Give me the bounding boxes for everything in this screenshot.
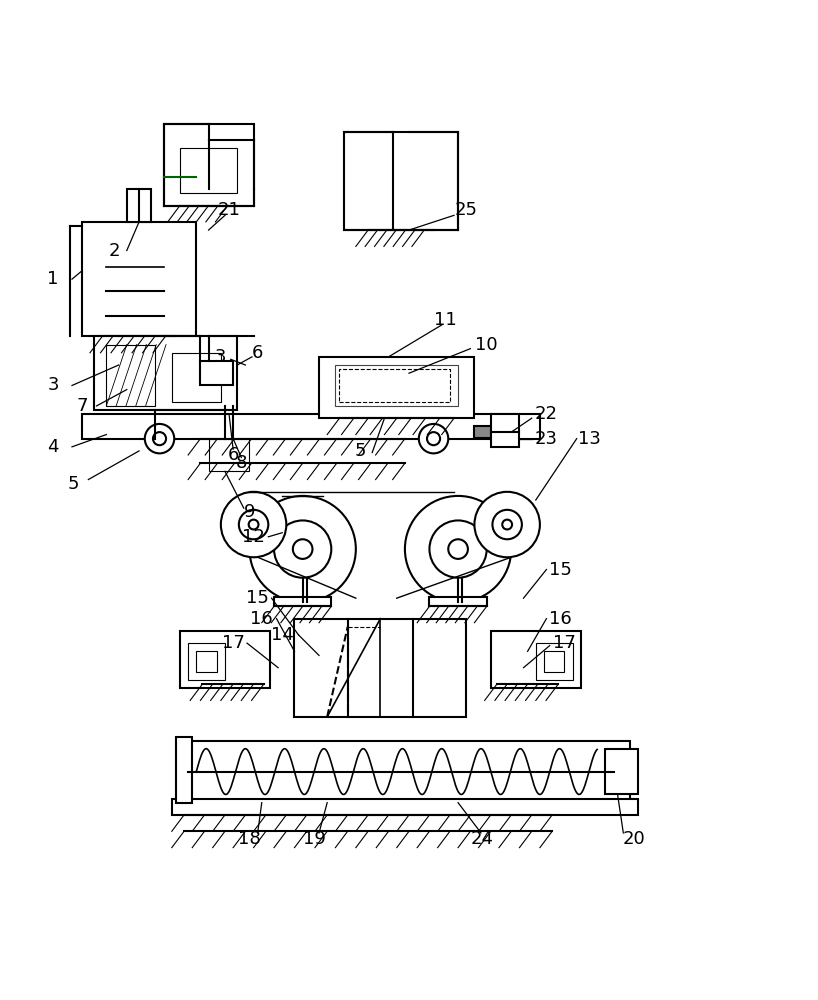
Circle shape xyxy=(153,432,166,445)
Bar xyxy=(536,643,573,680)
Text: 16: 16 xyxy=(250,610,273,628)
Text: 17: 17 xyxy=(553,634,576,652)
Bar xyxy=(172,799,638,815)
Bar xyxy=(319,357,474,418)
Text: 5: 5 xyxy=(68,475,79,493)
Text: 23: 23 xyxy=(535,430,558,448)
Circle shape xyxy=(249,520,258,529)
Bar xyxy=(429,597,487,606)
Text: 17: 17 xyxy=(222,634,245,652)
Text: 12: 12 xyxy=(242,528,265,546)
Bar xyxy=(209,439,249,471)
Text: 18: 18 xyxy=(238,830,261,848)
Bar xyxy=(491,414,519,447)
Bar xyxy=(196,651,217,672)
Bar xyxy=(180,741,630,803)
Circle shape xyxy=(502,520,512,529)
Circle shape xyxy=(274,520,331,578)
Text: 15: 15 xyxy=(549,561,572,579)
Bar xyxy=(274,597,331,606)
Bar xyxy=(544,651,564,672)
Bar xyxy=(82,414,540,439)
Circle shape xyxy=(419,424,448,453)
Text: 22: 22 xyxy=(535,405,558,423)
Circle shape xyxy=(474,492,540,557)
Circle shape xyxy=(293,539,312,559)
Bar xyxy=(180,148,237,193)
Bar xyxy=(188,643,225,680)
Bar xyxy=(200,361,233,385)
Circle shape xyxy=(145,424,174,453)
Circle shape xyxy=(448,539,468,559)
Bar xyxy=(474,426,507,438)
Text: 19: 19 xyxy=(303,830,326,848)
Bar xyxy=(491,631,581,688)
Text: 3: 3 xyxy=(215,348,227,366)
Text: 5: 5 xyxy=(354,442,366,460)
Circle shape xyxy=(492,510,522,539)
Bar xyxy=(172,353,221,402)
Text: 21: 21 xyxy=(218,201,240,219)
Text: 14: 14 xyxy=(271,626,294,644)
Bar xyxy=(344,132,458,230)
Text: 25: 25 xyxy=(455,201,478,219)
Text: 16: 16 xyxy=(549,610,572,628)
Bar xyxy=(127,189,151,222)
Circle shape xyxy=(427,432,440,445)
Text: 20: 20 xyxy=(622,830,645,848)
Text: 13: 13 xyxy=(578,430,600,448)
Bar xyxy=(294,619,466,717)
Bar xyxy=(335,365,458,406)
Bar xyxy=(82,222,196,336)
Bar xyxy=(106,345,155,406)
Text: 3: 3 xyxy=(47,376,59,394)
Circle shape xyxy=(239,510,268,539)
Bar xyxy=(176,737,192,803)
Circle shape xyxy=(429,520,487,578)
Text: 1: 1 xyxy=(47,270,59,288)
Text: 2: 2 xyxy=(109,242,120,260)
Text: 4: 4 xyxy=(47,438,59,456)
Circle shape xyxy=(221,492,286,557)
Text: 10: 10 xyxy=(475,336,498,354)
Text: 11: 11 xyxy=(434,311,457,329)
Text: 6: 6 xyxy=(227,446,239,464)
Bar xyxy=(180,631,270,688)
Bar xyxy=(605,749,638,794)
Bar xyxy=(94,336,237,410)
Text: 7: 7 xyxy=(76,397,88,415)
Text: 6: 6 xyxy=(252,344,263,362)
Text: 24: 24 xyxy=(471,830,494,848)
Bar xyxy=(339,369,450,402)
Text: 9: 9 xyxy=(244,503,255,521)
Circle shape xyxy=(405,496,511,602)
Bar xyxy=(164,124,254,206)
Text: 8: 8 xyxy=(236,454,247,472)
Circle shape xyxy=(249,496,356,602)
Text: 15: 15 xyxy=(246,589,269,607)
